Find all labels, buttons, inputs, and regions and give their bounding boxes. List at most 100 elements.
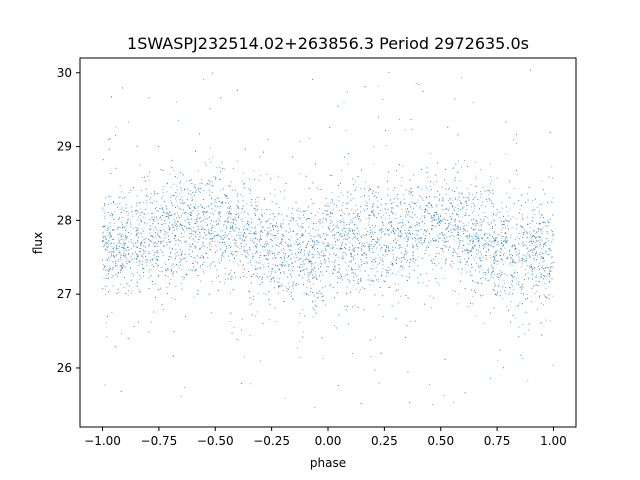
data-point [416, 233, 418, 235]
data-point [417, 186, 419, 188]
data-point [209, 238, 211, 240]
data-point [219, 167, 220, 169]
data-point [514, 276, 516, 278]
data-point [325, 248, 327, 250]
data-point [499, 255, 501, 256]
data-point [395, 259, 397, 261]
data-point [207, 218, 208, 220]
data-point [465, 200, 467, 202]
data-point [509, 208, 511, 210]
data-point [202, 243, 204, 245]
data-point [347, 153, 349, 155]
data-point [510, 274, 512, 276]
data-point [405, 208, 407, 210]
data-point [497, 234, 499, 236]
data-point [120, 265, 122, 267]
data-point [321, 263, 323, 265]
data-point [141, 211, 143, 213]
data-point [336, 226, 338, 228]
data-point [184, 202, 186, 204]
data-point [530, 227, 532, 229]
data-point [148, 179, 150, 181]
data-point [515, 317, 517, 319]
data-point [417, 199, 419, 201]
data-point [311, 264, 313, 266]
data-point [372, 225, 374, 227]
data-point [130, 239, 132, 240]
data-point [339, 210, 341, 212]
data-point [265, 220, 267, 222]
data-point [153, 219, 155, 221]
data-point [551, 166, 553, 168]
data-point [400, 264, 402, 266]
data-point [457, 210, 459, 212]
data-point [416, 229, 417, 231]
data-point [168, 213, 170, 215]
data-point [268, 253, 270, 255]
data-point [149, 198, 151, 200]
data-point [197, 206, 199, 208]
data-point [471, 275, 473, 277]
data-point [497, 243, 499, 245]
data-point [366, 242, 368, 244]
data-point [507, 237, 509, 239]
data-point [296, 256, 298, 258]
data-point [229, 321, 231, 323]
data-point [347, 305, 348, 307]
data-point [316, 297, 318, 299]
data-point [394, 232, 396, 234]
data-point [502, 245, 504, 247]
data-point [143, 222, 145, 224]
data-point [549, 270, 551, 271]
data-point [131, 290, 133, 292]
data-point [539, 252, 541, 254]
data-point [271, 270, 273, 272]
data-point [541, 265, 543, 267]
data-point [266, 275, 268, 277]
data-point [497, 212, 498, 214]
data-point [394, 213, 396, 215]
data-point [518, 261, 520, 263]
data-point [438, 284, 440, 286]
data-point [160, 216, 161, 218]
data-point [455, 290, 456, 292]
data-point [334, 266, 335, 268]
data-point [143, 216, 145, 218]
data-point [501, 242, 503, 244]
data-point [250, 259, 252, 261]
data-point [136, 258, 138, 260]
data-point [247, 214, 249, 216]
data-point [348, 214, 350, 216]
data-point [295, 285, 297, 287]
data-point [416, 221, 418, 223]
data-point [428, 233, 430, 235]
data-point [346, 91, 348, 93]
data-point [447, 209, 449, 211]
data-point [448, 236, 450, 238]
data-point [378, 187, 380, 189]
data-point [175, 248, 177, 250]
data-point [184, 387, 186, 389]
data-point [325, 285, 326, 287]
data-point [407, 212, 409, 214]
data-point [536, 259, 538, 261]
data-point [216, 249, 218, 251]
data-point [210, 161, 212, 163]
data-point [388, 229, 390, 231]
data-point [313, 276, 315, 278]
data-point [494, 293, 496, 295]
data-point [230, 208, 232, 210]
data-point [156, 243, 158, 245]
data-point [355, 186, 357, 188]
data-point [217, 218, 219, 220]
data-point [222, 235, 224, 236]
data-point [186, 218, 188, 220]
data-point [393, 240, 394, 242]
data-point [416, 248, 418, 250]
data-point [457, 261, 459, 263]
data-point [493, 260, 495, 261]
data-point [137, 216, 139, 218]
data-point [411, 190, 413, 192]
data-point [247, 229, 249, 231]
data-point [414, 262, 416, 264]
